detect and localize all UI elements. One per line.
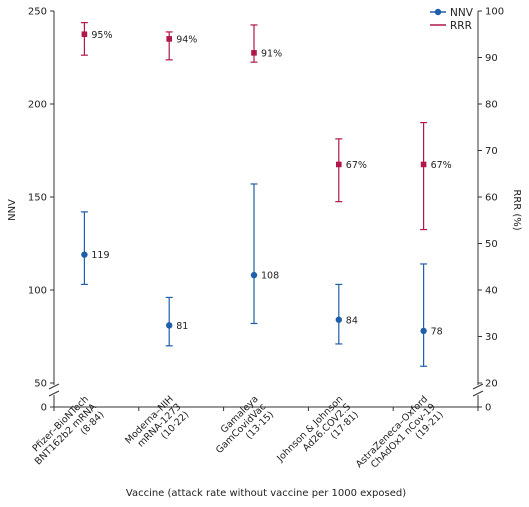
rrr-data-label: 67% [431,160,452,171]
axis-break-right [472,383,484,397]
y-axis-right-label: RRR (%) [511,189,522,230]
nnv-point [81,251,88,258]
legend-nnv-marker [434,8,442,16]
y-right-tick-label: 40 [485,286,498,297]
rrr-point [81,31,88,38]
nnv-point [250,271,258,279]
y-right-tick-label: 60 [485,193,498,204]
rrr-data-label: 94% [176,34,197,45]
nnv-data-label: 84 [346,315,358,326]
y-right-tick-label: 70 [485,146,498,157]
chart-marks: 119 81 108 84 78 95% 94% 91% 67% 67% [80,22,452,367]
y-left-tick-label: 100 [28,286,47,297]
rrr-data-label: 91% [261,48,282,59]
y-left-tick-label: 200 [28,100,47,111]
axis-break-left [48,383,60,397]
nnv-data-label: 119 [91,250,109,261]
nnv-point [166,322,173,329]
y-right-tick-label: 80 [485,100,498,111]
y-left-tick-label: 0 [41,403,47,414]
y-right-tick-label: 0 [485,403,491,414]
legend-nnv-label: NNV [450,7,474,19]
nnv-point [420,327,427,335]
y-right-tick-label: 20 [485,379,498,390]
y-right-tick-label: 90 [485,53,498,64]
rrr-point [251,50,257,56]
legend-rrr-label: RRR [450,20,472,32]
nnv-data-label: 78 [431,326,443,337]
y-right-tick-label: 50 [485,239,498,250]
y-axis-left-label: NNV [7,199,18,221]
nnv-data-label: 108 [261,271,279,282]
rrr-point [166,36,172,42]
y-left-tick-label: 50 [34,379,47,390]
nnv-point [335,316,342,323]
rrr-data-label: 67% [346,160,367,171]
axes: 0 50 100 150 200 250 0 20 30 40 50 60 70 80 90 100 Pfize… [28,7,504,471]
x-axis-label: Vaccine (attack rate without vaccine per… [126,488,406,499]
rrr-data-label: 95% [91,30,112,41]
rrr-point [420,161,427,168]
y-right-tick-label: 100 [485,7,504,18]
y-right-tick-label: 30 [485,332,498,343]
rrr-point [336,161,342,168]
y-left-tick-label: 250 [28,7,47,18]
y-left-tick-label: 150 [28,193,47,204]
nnv-data-label: 81 [176,321,188,332]
